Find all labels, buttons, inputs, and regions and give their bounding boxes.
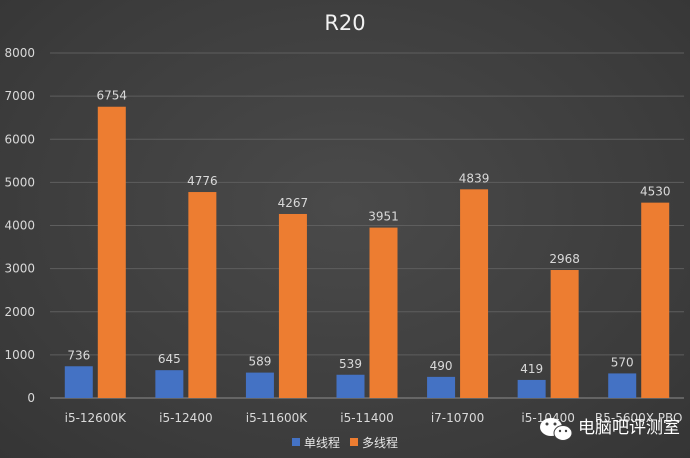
data-labels: 736 6754 645 4776 589 4267 539 3951 490 4839 419 29… <box>67 89 670 376</box>
gridlines <box>50 52 684 399</box>
legend-label: 单线程 <box>304 435 340 450</box>
x-tick-label: R5-5600X PBO <box>595 411 683 425</box>
x-tick-label: i5-10400 <box>521 411 574 425</box>
bar-single <box>155 370 184 398</box>
x-tick-label: i5-11400 <box>340 411 393 425</box>
data-label: 490 <box>430 359 453 373</box>
chart-title: R20 <box>324 11 365 35</box>
y-axis-ticks: 0 1000 2000 3000 4000 5000 6000 7000 8000 <box>4 46 35 405</box>
data-label: 645 <box>158 352 181 366</box>
bars <box>64 106 670 398</box>
bar-multi <box>460 189 489 398</box>
data-label: 570 <box>611 355 634 369</box>
bar-multi <box>188 192 217 398</box>
data-label: 736 <box>67 348 90 362</box>
bar-single <box>608 373 637 398</box>
legend: 单线程 多线程 <box>292 435 398 450</box>
data-label: 539 <box>339 357 362 371</box>
data-label: 3951 <box>368 210 399 224</box>
watermark: 电脑吧评测室 <box>540 418 680 441</box>
data-label: 4530 <box>640 185 671 199</box>
y-tick-label: 0 <box>27 391 35 405</box>
y-tick-label: 2000 <box>4 305 35 319</box>
data-label: 4267 <box>278 196 309 210</box>
x-tick-label: i5-11600K <box>246 411 308 425</box>
legend-label: 多线程 <box>362 435 398 450</box>
y-tick-label: 6000 <box>4 132 35 146</box>
y-tick-label: 4000 <box>4 219 35 233</box>
x-tick-label: i5-12400 <box>159 411 212 425</box>
bar-multi <box>641 202 670 398</box>
bar-multi <box>550 270 579 398</box>
data-label: 419 <box>520 362 543 376</box>
y-tick-label: 3000 <box>4 262 35 276</box>
bar-single <box>517 379 546 398</box>
legend-swatch <box>292 438 300 446</box>
bar-single <box>336 374 365 398</box>
y-tick-label: 1000 <box>4 348 35 362</box>
data-label: 6754 <box>97 89 128 103</box>
watermark-text: 电脑吧评测室 <box>578 418 680 438</box>
data-label: 589 <box>248 355 271 369</box>
data-label: 4776 <box>187 174 218 188</box>
x-axis-ticks: i5-12600K i5-12400 i5-11600K i5-11400 i7-107… <box>65 411 683 425</box>
wechat-icon <box>540 418 573 441</box>
bar-multi <box>369 227 398 398</box>
y-tick-label: 5000 <box>4 175 35 189</box>
bar-single <box>245 372 274 398</box>
x-tick-label: i5-12600K <box>65 411 127 425</box>
bar-single <box>427 376 456 398</box>
y-tick-label: 7000 <box>4 89 35 103</box>
bar-multi <box>97 106 126 398</box>
data-label: 4839 <box>459 171 490 185</box>
bar-multi <box>278 213 307 398</box>
legend-swatch <box>350 438 358 446</box>
y-tick-label: 8000 <box>4 46 35 60</box>
bar-single <box>64 366 93 398</box>
data-label: 2968 <box>549 252 580 266</box>
x-tick-label: i7-10700 <box>431 411 484 425</box>
